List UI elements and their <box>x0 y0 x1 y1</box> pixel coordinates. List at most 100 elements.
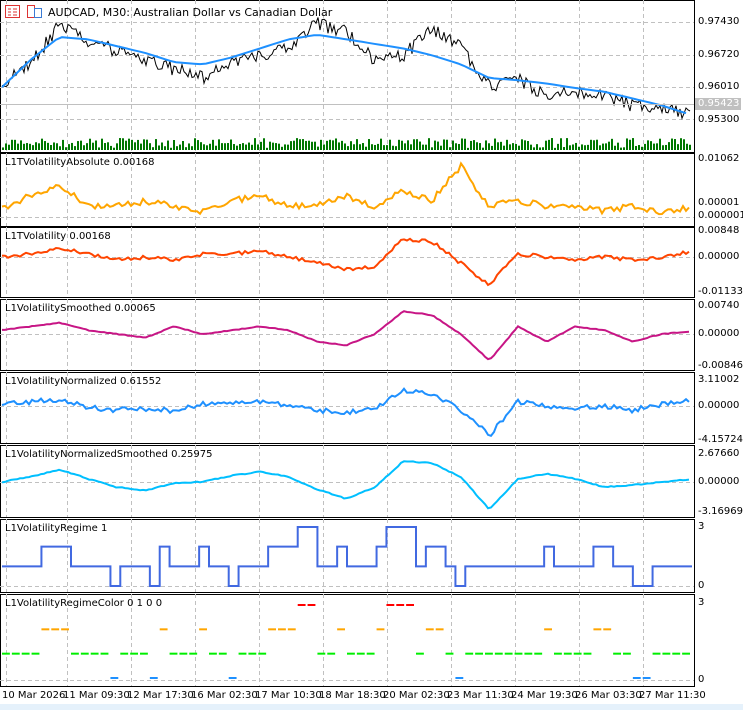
volume-bar <box>239 144 241 150</box>
volume-bar <box>65 147 67 150</box>
panel-frame <box>0 0 695 153</box>
time-axis-label: 10 Mar 2026 <box>2 690 66 701</box>
volume-bar <box>533 147 535 150</box>
indicator-axis-label: 0 <box>698 674 705 685</box>
volume-bar <box>575 142 577 150</box>
volume-bar <box>317 146 319 150</box>
volume-bar <box>80 140 82 150</box>
volume-bar <box>326 140 328 150</box>
volume-bar <box>503 145 505 150</box>
volume-bar <box>344 143 346 150</box>
volume-bar <box>353 144 355 150</box>
volume-bar <box>410 144 412 150</box>
volume-bar <box>551 138 553 150</box>
volume-bar <box>227 143 229 150</box>
volume-bar <box>377 143 379 150</box>
volume-bar <box>446 139 448 150</box>
volume-bar <box>233 144 235 150</box>
volume-bar <box>221 143 223 150</box>
volume-bar <box>608 141 610 150</box>
volume-bar <box>680 138 682 150</box>
volume-bar <box>653 143 655 150</box>
volume-bar <box>44 141 46 150</box>
volume-bar <box>407 140 409 150</box>
indicator-axis-label: 0.00740 <box>698 300 740 311</box>
volume-bar <box>485 140 487 150</box>
volume-bar <box>329 139 331 150</box>
volume-bar <box>689 144 691 150</box>
volume-bar <box>287 144 289 150</box>
volume-bar <box>380 138 382 150</box>
volume-bar <box>515 144 517 150</box>
smoothed-line <box>2 310 690 361</box>
volume-bar <box>668 142 670 150</box>
volume-bar <box>617 142 619 150</box>
templates-icon[interactable] <box>27 5 42 18</box>
time-axis-label: 16 Mar 02:30 <box>191 690 258 701</box>
volume-bar <box>290 141 292 150</box>
volume-bar <box>509 144 511 150</box>
volume-bar <box>647 140 649 150</box>
volume-bar <box>491 145 493 150</box>
volume-bar <box>14 139 16 150</box>
volume-bar <box>209 143 211 150</box>
indicator-axis-label: 0.00000 <box>698 476 740 487</box>
price-axis-label: 0.96010 <box>698 81 740 92</box>
volume-bar <box>641 146 643 150</box>
indicator-axis-label: 0.00848 <box>698 225 740 236</box>
volume-bar <box>11 139 13 150</box>
indicator-axis-label: 0.00000 <box>698 328 740 339</box>
volume-bar <box>98 147 100 150</box>
volume-bar <box>140 143 142 150</box>
volume-bar <box>644 143 646 150</box>
status-strip <box>0 704 743 710</box>
volume-bar <box>155 139 157 150</box>
volume-bar <box>461 138 463 150</box>
volume-bar <box>245 144 247 150</box>
volume-bar <box>470 140 472 150</box>
volume-bar <box>437 141 439 150</box>
volume-bar <box>341 140 343 150</box>
volume-bar <box>134 142 136 150</box>
volume-bar <box>419 141 421 150</box>
volume-bar <box>116 143 118 150</box>
volume-bar <box>242 143 244 150</box>
volume-bar <box>434 140 436 150</box>
volume-bar <box>29 143 31 150</box>
volume-bar <box>23 143 25 150</box>
volume-bar <box>62 139 64 150</box>
volume-bar <box>500 141 502 150</box>
volume-bar <box>248 142 250 150</box>
indicator-label: L1VolatilitySmoothed 0.00065 <box>5 303 156 314</box>
volume-bar <box>152 147 154 150</box>
volume-bar <box>296 138 298 150</box>
volume-bar <box>494 138 496 150</box>
volume-bar <box>455 143 457 150</box>
volume-bar <box>398 139 400 150</box>
volume-bar <box>590 139 592 150</box>
volume-bar <box>563 147 565 150</box>
volume-bar <box>389 139 391 150</box>
vol-line <box>1 237 690 287</box>
volume-bar <box>449 147 451 150</box>
volume-bar <box>284 144 286 150</box>
panel-frame <box>0 372 695 444</box>
chart-list-icon[interactable] <box>5 5 20 18</box>
volume-bar <box>20 140 22 150</box>
volume-bar <box>251 144 253 150</box>
chart-title: AUDCAD, M30: Australian Dollar vs Canadi… <box>48 6 333 19</box>
volume-bar <box>431 147 433 150</box>
volume-bar <box>161 142 163 150</box>
time-axis-label: 24 Mar 19:30 <box>511 690 578 701</box>
volume-bar <box>119 138 121 150</box>
volume-bar <box>320 139 322 150</box>
volume-bar <box>332 140 334 150</box>
volume-bar <box>113 147 115 150</box>
volume-bar <box>365 146 367 150</box>
volume-bar <box>536 144 538 150</box>
volume-bar <box>260 141 262 150</box>
price-axis-label: 0.95300 <box>698 114 740 125</box>
volume-bar <box>473 140 475 150</box>
